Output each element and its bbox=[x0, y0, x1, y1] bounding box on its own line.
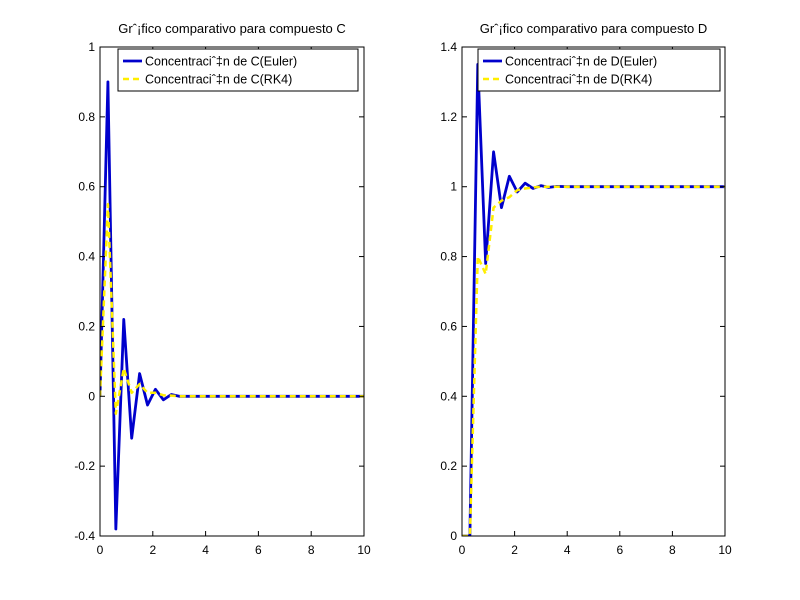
x-tick-label: 8 bbox=[308, 543, 315, 557]
axes-box bbox=[99, 46, 365, 537]
x-tick-label: 6 bbox=[255, 543, 262, 557]
x-tick-label: 4 bbox=[202, 543, 209, 557]
legend-entry: Concentraciˆ‡n de D(RK4) bbox=[505, 73, 652, 87]
x-tick-label: 6 bbox=[616, 543, 623, 557]
y-tick-label: 0.8 bbox=[78, 110, 95, 124]
y-tick-label: 0.2 bbox=[78, 319, 95, 333]
legend-entry: Concentraciˆ‡n de C(Euler) bbox=[145, 55, 297, 69]
chart-title: Grˆ¡fico comparativo para compuesto D bbox=[480, 21, 708, 36]
y-tick-label: 0.4 bbox=[440, 389, 457, 403]
legend: Concentraciˆ‡n de C(Euler) Concentraciˆ‡n… bbox=[117, 48, 359, 92]
y-tick-label: 0.2 bbox=[440, 459, 457, 473]
y-tick-label: 0.4 bbox=[78, 250, 95, 264]
chart-panel-d: Grˆ¡fico comparativo para compuesto D 0 2 4… bbox=[440, 21, 732, 557]
series-line-euler bbox=[462, 63, 725, 536]
y-tick-label: 0 bbox=[88, 389, 95, 403]
y-tick-label: 0.8 bbox=[440, 250, 457, 264]
y-tick-label: -0.4 bbox=[74, 529, 95, 543]
legend-entry: Concentraciˆ‡n de C(RK4) bbox=[145, 73, 292, 87]
y-tick-label: 0.6 bbox=[440, 319, 457, 333]
series-line-rk4 bbox=[100, 202, 364, 415]
y-tick-label: 1.4 bbox=[440, 40, 457, 54]
chart-panel-c: Grˆ¡fico comparativo para compuesto C 0 2 4… bbox=[74, 21, 371, 557]
x-tick-label: 2 bbox=[149, 543, 156, 557]
chart-title: Grˆ¡fico comparativo para compuesto C bbox=[118, 21, 346, 36]
axes-box bbox=[461, 46, 726, 537]
x-tick-label: 4 bbox=[564, 543, 571, 557]
y-tick-label: 0 bbox=[450, 529, 457, 543]
x-tick-label: 10 bbox=[718, 543, 732, 557]
y-tick-label: 1.2 bbox=[440, 110, 457, 124]
legend: Concentraciˆ‡n de D(Euler) Concentraciˆ‡n… bbox=[477, 48, 721, 92]
series-line-euler bbox=[100, 80, 364, 531]
x-tick-label: 8 bbox=[669, 543, 676, 557]
legend-box bbox=[117, 48, 359, 92]
series-line-rk4 bbox=[462, 185, 725, 536]
x-tick-label: 0 bbox=[459, 543, 466, 557]
series-group bbox=[462, 63, 725, 536]
x-tick-label: 0 bbox=[97, 543, 104, 557]
y-tick-label: 1 bbox=[88, 40, 95, 54]
y-tick-label: 1 bbox=[450, 180, 457, 194]
x-tick-label: 10 bbox=[357, 543, 371, 557]
series-group bbox=[100, 80, 364, 531]
y-tick-label: 0.6 bbox=[78, 180, 95, 194]
y-tick-label: -0.2 bbox=[74, 459, 95, 473]
legend-entry: Concentraciˆ‡n de D(Euler) bbox=[505, 55, 657, 69]
x-tick-label: 2 bbox=[511, 543, 518, 557]
legend-box bbox=[477, 48, 721, 92]
